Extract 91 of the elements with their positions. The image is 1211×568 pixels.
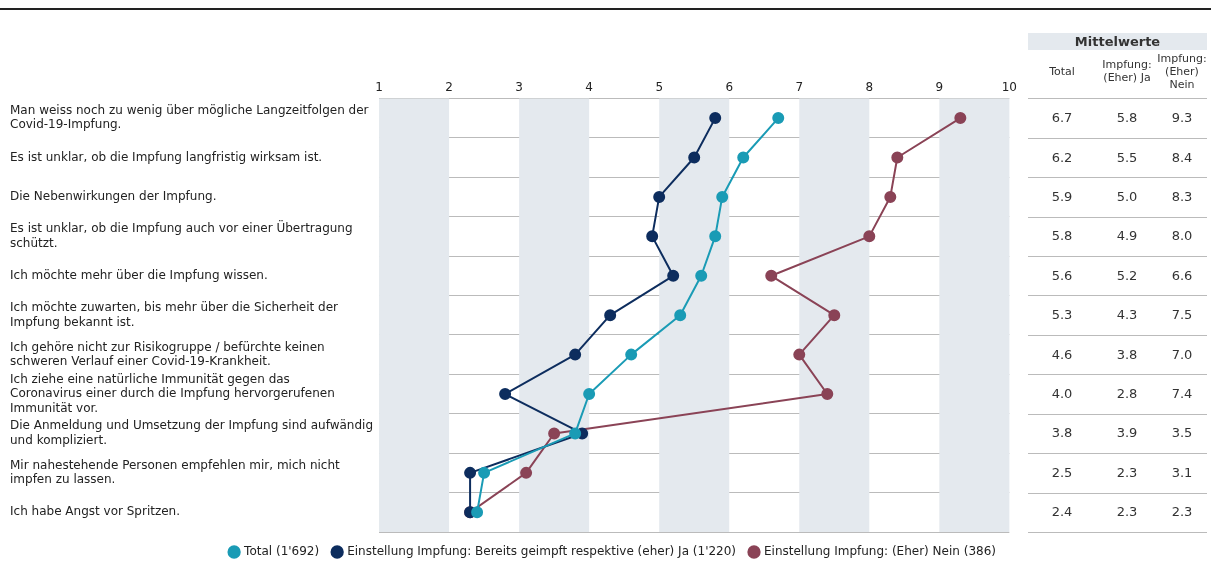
y-tick-label: Man weiss noch zu wenig über mögliche Langzeitfolgen der Covid-19-Impfung. [10, 103, 369, 132]
point [464, 466, 477, 479]
y-tick-label: Ich möchte mehr über die Impfung wissen. [10, 267, 268, 282]
data-label: 5.8 [1050, 228, 1074, 245]
point [667, 269, 680, 282]
data-label: 5.3 [1050, 307, 1074, 324]
y-tick-label: Mir nahestehende Personen empfehlen mir, mich nicht impfen zu lassen. [10, 457, 341, 487]
data-label: 4.0 [1050, 386, 1074, 403]
data-label: 8.4 [1170, 149, 1194, 166]
data-label: 5.5 [1115, 149, 1139, 166]
x-tick-label: 6 [725, 80, 734, 95]
data-label: 2.8 [1115, 386, 1139, 403]
x-tick-label: 10 [1001, 80, 1018, 95]
data-label: 8.3 [1170, 188, 1194, 205]
y-tick-label: Ich möchte zuwarten, bis mehr über die Sicherheit der Impfung bekannt ist. [10, 300, 339, 329]
data-label: 2.4 [1050, 504, 1074, 521]
x-tick-label: 8 [865, 80, 874, 95]
point [625, 348, 638, 361]
data-label: 5.0 [1115, 188, 1139, 205]
data-label: 5.9 [1050, 188, 1074, 205]
data-label: 2.5 [1050, 464, 1074, 481]
data-label: 5.8 [1115, 110, 1139, 127]
data-label: 4.6 [1050, 346, 1074, 363]
data-label: 3.8 [1050, 425, 1074, 442]
y-tick-label: Ich habe Angst vor Spritzen. [10, 504, 181, 519]
y-tick-label: Die Nebenwirkungen der Impfung. [10, 189, 217, 204]
point [954, 112, 967, 125]
point [653, 190, 666, 203]
point [709, 112, 722, 125]
point [604, 309, 617, 322]
point [709, 230, 722, 243]
point [695, 269, 708, 282]
point [646, 230, 659, 243]
point [520, 466, 533, 479]
point [772, 112, 785, 125]
point [765, 269, 778, 282]
text: Impfung: (Eher) Ja [1101, 57, 1153, 87]
data-label: 6.7 [1050, 110, 1074, 127]
legend-label: Total (1'692) [243, 544, 320, 559]
x-tick-label: 5 [655, 80, 664, 95]
point [821, 388, 834, 401]
x-tick-label: 2 [445, 80, 453, 95]
data-label: 4.9 [1115, 228, 1139, 245]
y-tick-label: Ich ziehe eine natürliche Immunität gegen das Coronavirus einer durch die Impfung hervorgerufenen Immunität vor. [10, 371, 335, 415]
data-label: 8.0 [1170, 228, 1194, 245]
data-label: 7.4 [1170, 386, 1194, 403]
point [478, 466, 491, 479]
x-tick-label: 7 [795, 80, 804, 95]
y-tick-label: Die Anmeldung und Umsetzung der Impfung sind aufwändig und kompliziert. [10, 418, 374, 447]
data-label: 3.1 [1170, 464, 1194, 481]
x-tick-label: 1 [375, 80, 383, 95]
data-label: 9.3 [1170, 110, 1194, 127]
y-tick-label: Es ist unklar, ob die Impfung auch vor einer Übertragung schützt. [10, 219, 353, 250]
text: Impfung: (Eher) Nein [1156, 50, 1208, 93]
data-label: 6.6 [1170, 267, 1194, 284]
x-tick-label: 4 [585, 80, 593, 95]
data-label: 5.2 [1115, 267, 1139, 284]
data-label: 2.3 [1115, 464, 1139, 481]
data-label: 4.3 [1115, 307, 1139, 324]
point [471, 506, 484, 519]
point [569, 348, 582, 361]
data-label: 7.5 [1170, 307, 1194, 324]
data-label: 2.3 [1170, 504, 1194, 521]
legend-label: Einstellung Impfung: (Eher) Nein (386) [764, 544, 997, 559]
point [863, 230, 876, 243]
point [674, 309, 687, 322]
point [828, 309, 841, 322]
point [548, 427, 561, 440]
x-tick-label: 3 [515, 80, 523, 95]
data-label: 5.6 [1050, 267, 1074, 284]
text: Total [1048, 63, 1076, 80]
data-label: 3.5 [1170, 425, 1194, 442]
point [716, 190, 729, 203]
data-label: 6.2 [1050, 149, 1074, 166]
point [499, 388, 512, 401]
point [583, 388, 596, 401]
x-tick-label: 9 [935, 80, 944, 95]
data-label: 3.9 [1115, 425, 1139, 442]
text: Mittelwerte [1028, 33, 1207, 50]
point [891, 151, 904, 164]
data-label: 2.3 [1115, 504, 1139, 521]
legend-label: Einstellung Impfung: Bereits geimpft respektive (eher) Ja (1'220) [347, 544, 737, 559]
data-label: 3.8 [1115, 346, 1139, 363]
point [737, 151, 750, 164]
point [884, 190, 897, 203]
y-tick-label: Es ist unklar, ob die Impfung langfristig wirksam ist. [10, 149, 323, 164]
point [688, 151, 701, 164]
point [569, 427, 582, 440]
y-tick-label: Ich gehöre nicht zur Risikogruppe / befürchte keinen schweren Verlauf einer Covid-19-Krankheit. [10, 339, 325, 368]
point [793, 348, 806, 361]
data-label: 7.0 [1170, 346, 1194, 363]
